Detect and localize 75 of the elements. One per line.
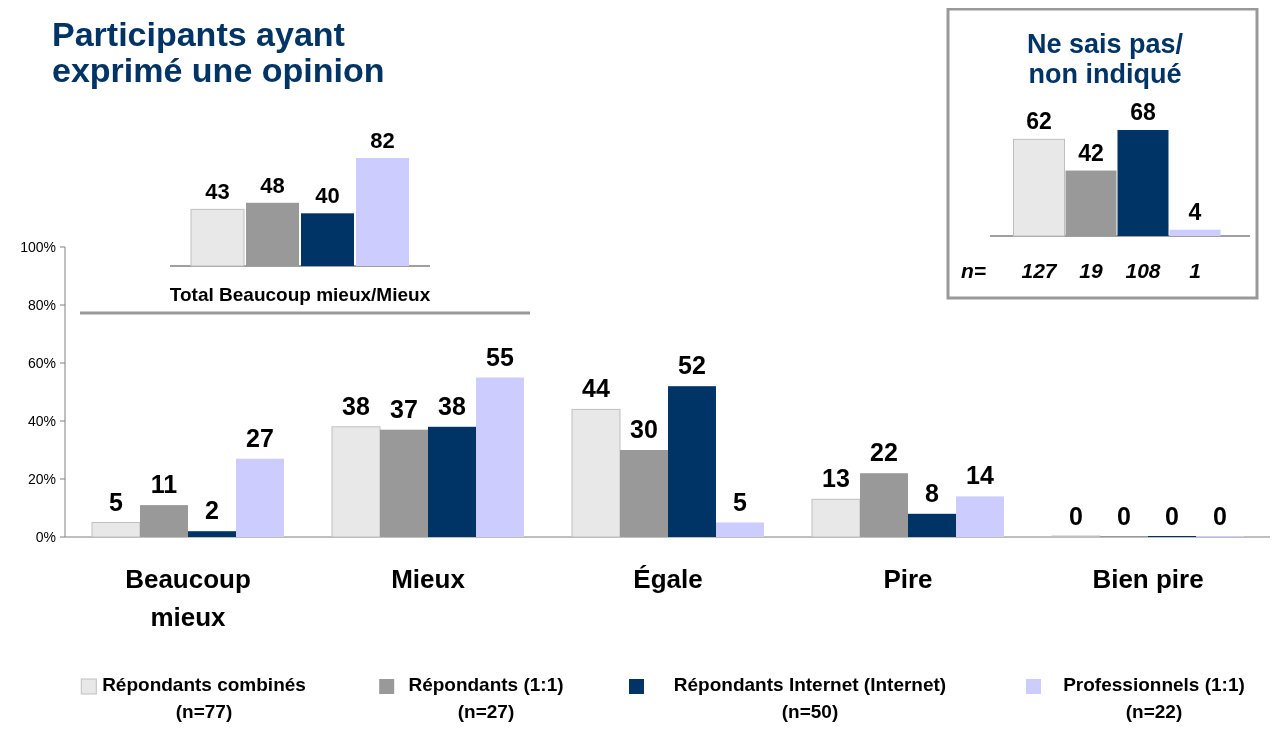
legend-label: Répondants Internet (Internet) (n=50) — [673, 674, 947, 722]
bar — [956, 496, 1004, 537]
data-label: 13 — [822, 464, 850, 493]
y-tick-label: 60% — [27, 354, 56, 371]
data-label: 30 — [630, 415, 658, 443]
data-label: 14 — [966, 461, 994, 490]
bar — [1065, 170, 1117, 236]
bar — [380, 429, 428, 537]
y-tick-label: 40% — [27, 412, 56, 429]
bar — [331, 426, 381, 538]
data-label: 38 — [342, 391, 370, 420]
x-axis-title: Total Beaucoup mieux/Mieux — [169, 284, 431, 305]
data-label: 62 — [1026, 108, 1052, 135]
bar — [1117, 130, 1169, 236]
data-label: 0 — [1069, 502, 1083, 530]
chart-title: Ne sais pas/ non indiqué — [1026, 29, 1184, 89]
x-axis-title: n= — [961, 259, 987, 282]
data-label: 0 — [1117, 502, 1131, 530]
bar — [668, 386, 716, 537]
data-label: 48 — [260, 172, 285, 198]
x-tick-label: Égale — [633, 564, 703, 594]
data-label: 22 — [870, 438, 898, 467]
bar — [190, 208, 245, 267]
data-label: 82 — [370, 128, 395, 153]
data-label: 5 — [733, 487, 748, 516]
bar — [620, 450, 668, 537]
data-label: 0 — [1213, 502, 1227, 530]
bar — [140, 505, 188, 537]
data-label: 5 — [109, 487, 124, 516]
data-label: 38 — [438, 391, 466, 420]
bar — [811, 498, 861, 538]
x-tick-label: 108 — [1125, 259, 1161, 282]
data-label: 40 — [315, 183, 340, 209]
x-tick-label: Pire — [883, 564, 933, 594]
y-tick-label: 80% — [27, 296, 56, 313]
x-tick-label: 19 — [1079, 259, 1103, 282]
data-label: 11 — [150, 470, 178, 499]
bar — [301, 213, 354, 266]
x-tick-label: Mieux — [391, 564, 466, 594]
data-label: 42 — [1078, 139, 1104, 166]
data-label: 0 — [1165, 502, 1179, 530]
legend-label: Répondants combinés (n=77) — [102, 674, 306, 722]
data-label: 4 — [1188, 198, 1202, 225]
data-label: 68 — [1130, 99, 1156, 125]
bar — [476, 377, 524, 537]
y-tick-label: 0% — [35, 528, 56, 545]
legend-label: Répondants (1:1) (n=27) — [408, 674, 564, 722]
bar — [188, 531, 236, 537]
data-label: 44 — [582, 374, 610, 403]
bar — [1169, 229, 1221, 236]
x-tick-label: 1 — [1189, 259, 1201, 282]
bar — [1013, 138, 1065, 237]
bar — [908, 513, 956, 537]
x-tick-label: 127 — [1021, 259, 1058, 282]
y-tick-label: 20% — [27, 470, 56, 487]
data-label: 8 — [925, 478, 940, 507]
legend-label: Professionnels (1:1) (n=22) — [1063, 674, 1245, 722]
x-tick-label: Bien pire — [1092, 564, 1204, 594]
data-label: 2 — [205, 496, 219, 525]
bar — [571, 408, 621, 538]
x-tick-label: Beaucoup mieux — [125, 564, 251, 632]
bar — [246, 202, 299, 266]
y-tick-label: 100% — [20, 238, 56, 255]
data-label: 37 — [390, 394, 418, 423]
bar — [860, 473, 908, 537]
data-label: 55 — [486, 342, 514, 371]
chart-title: Participants ayant exprimé une opinion — [52, 15, 385, 89]
data-label: 27 — [246, 423, 274, 452]
bar — [428, 426, 476, 537]
bar — [356, 158, 409, 266]
bar — [716, 522, 764, 537]
bar — [91, 522, 141, 538]
bar — [236, 458, 284, 537]
data-label: 52 — [678, 351, 706, 380]
data-label: 43 — [205, 179, 230, 205]
